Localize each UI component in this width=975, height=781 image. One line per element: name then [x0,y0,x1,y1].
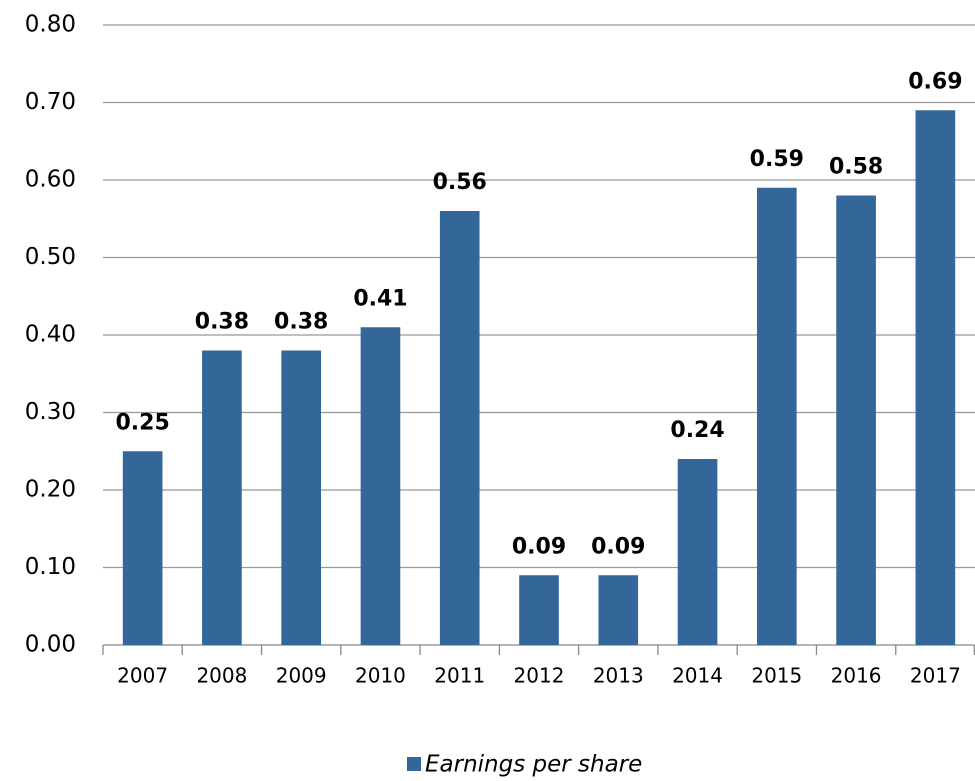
x-tick-label: 2009 [276,664,327,688]
bar [519,575,559,645]
legend-label: Earnings per share [425,752,642,778]
data-label: 0.59 [750,147,804,172]
data-label: 0.09 [512,534,566,559]
x-tick-label: 2008 [196,664,247,688]
bar [598,575,639,645]
data-label: 0.38 [274,310,328,335]
bar [677,459,718,645]
bar [757,187,797,645]
data-label: 0.58 [829,155,883,180]
x-tick-label: 2011 [434,664,485,688]
y-tick-label: 0.10 [25,554,76,580]
y-tick-label: 0.50 [25,244,76,270]
x-tick-label: 2015 [751,664,802,688]
bar [281,350,321,645]
x-tick-label: 2012 [514,664,565,688]
y-tick-label: 0.30 [25,399,76,425]
data-label: 0.09 [591,534,645,559]
y-tick-label: 0.20 [25,477,76,503]
x-tick-label: 2017 [910,664,961,688]
y-tick-label: 0.40 [25,322,76,348]
data-label: 0.38 [195,310,249,335]
legend-swatch [407,757,421,771]
data-label: 0.25 [115,410,169,435]
bar [915,110,956,645]
data-label: 0.69 [908,69,962,94]
data-label: 0.41 [353,286,407,311]
x-tick-label: 2013 [593,664,644,688]
y-tick-label: 0.00 [25,632,76,658]
x-tick-label: 2010 [355,664,406,688]
data-label: 0.56 [433,170,487,195]
y-tick-label: 0.60 [25,167,76,193]
x-tick-label: 2014 [672,664,723,688]
bar [360,327,401,645]
x-tick-label: 2007 [117,664,168,688]
x-tick-label: 2016 [831,664,882,688]
bar [836,195,876,645]
bar [439,211,480,645]
bar [202,350,242,645]
y-tick-label: 0.70 [25,89,76,115]
y-tick-label: 0.80 [25,12,76,38]
bar [122,451,163,645]
data-label: 0.24 [670,418,724,443]
